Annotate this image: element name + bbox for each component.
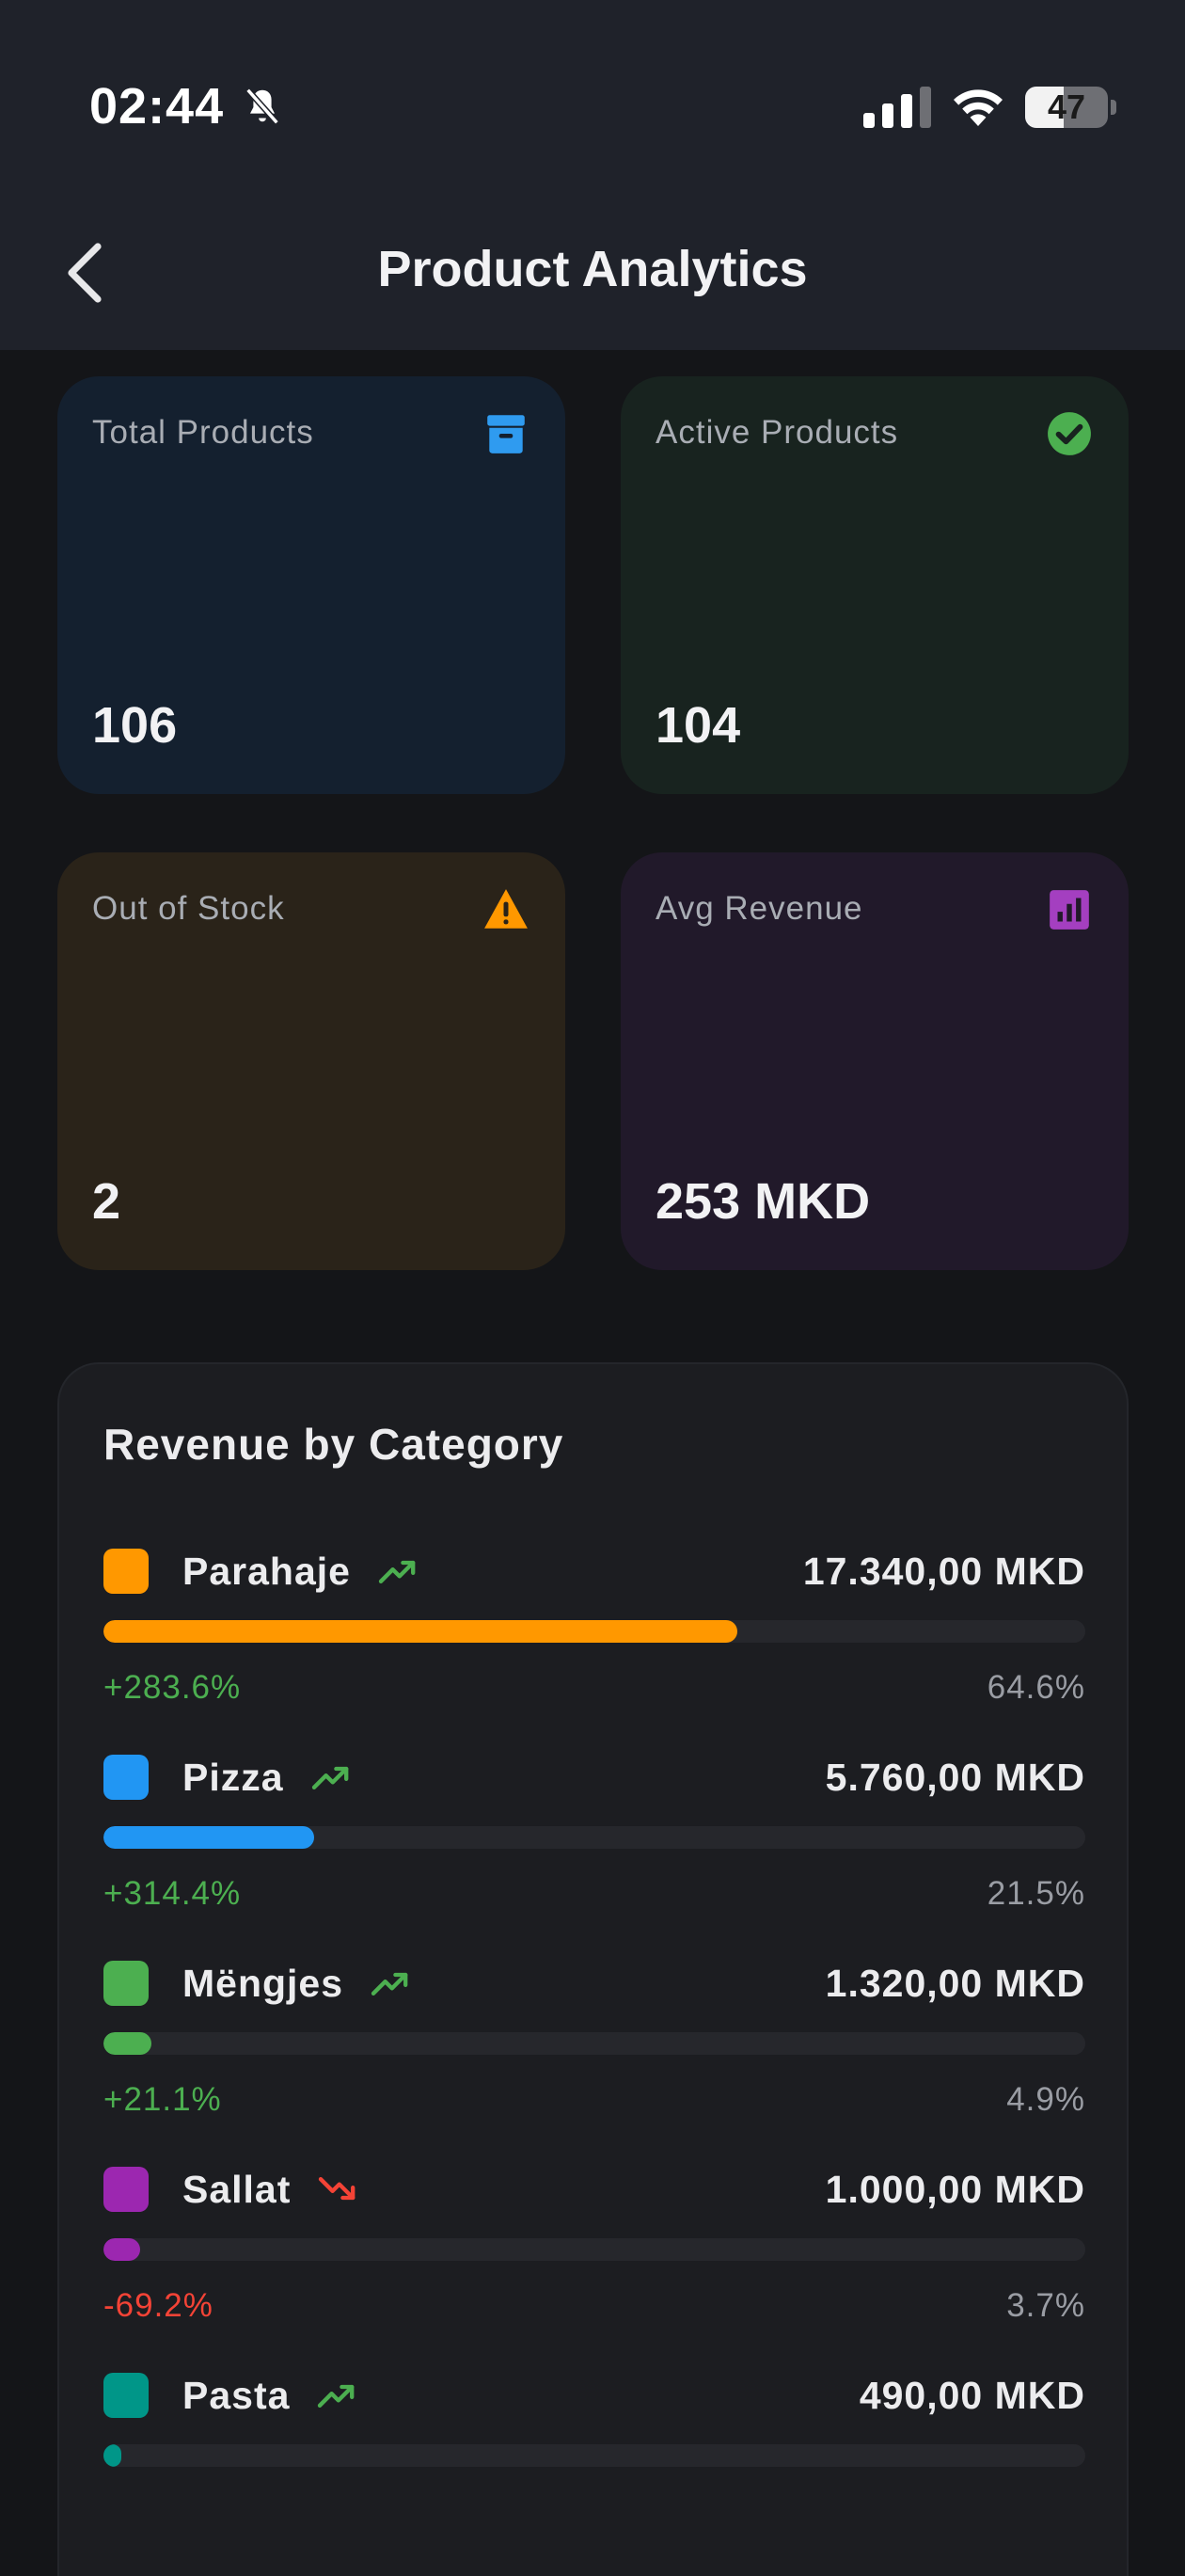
category-amount: 17.340,00 MKD — [802, 1550, 1085, 1593]
active-products-value: 104 — [656, 697, 741, 754]
category-color-swatch — [103, 2167, 149, 2212]
warning-triangle-icon — [484, 889, 528, 929]
revenue-by-category-panel: Revenue by Category Parahaje 17.340,00 MK… — [57, 1362, 1129, 2576]
category-amount: 1.000,00 MKD — [825, 2168, 1085, 2211]
category-row[interactable]: Pasta 490,00 MKD — [103, 2373, 1085, 2561]
out-of-stock-value: 2 — [92, 1173, 121, 1230]
category-color-swatch — [103, 1961, 149, 2006]
category-row[interactable]: Pizza 5.760,00 MKD +314.4% 21.5% — [103, 1755, 1085, 1943]
category-progress-fill — [103, 2238, 140, 2261]
category-change: +283.6% — [103, 1669, 242, 1706]
category-change: -69.2% — [103, 2287, 213, 2324]
category-name: Parahaje — [182, 1550, 351, 1593]
category-amount: 1.320,00 MKD — [825, 1962, 1085, 2005]
category-amount: 5.760,00 MKD — [825, 1756, 1085, 1799]
category-progress-fill — [103, 1826, 315, 1849]
archive-box-icon — [487, 415, 525, 453]
category-progress-track — [103, 2032, 1085, 2055]
back-button[interactable] — [56, 235, 113, 310]
category-progress-track — [103, 2444, 1085, 2467]
category-color-swatch — [103, 1549, 149, 1594]
card-label: Total Products — [92, 414, 314, 451]
category-name: Sallat — [182, 2168, 292, 2211]
card-label: Out of Stock — [92, 890, 285, 927]
cellular-signal-icon — [863, 87, 931, 128]
category-share: 21.5% — [987, 1875, 1085, 1912]
total-products-value: 106 — [92, 697, 178, 754]
category-name: Pizza — [182, 1756, 284, 1799]
status-time: 02:44 — [89, 78, 225, 135]
trending-up-icon — [378, 1560, 416, 1583]
category-row[interactable]: Mëngjes 1.320,00 MKD +21.1% 4.9% — [103, 1961, 1085, 2149]
category-progress-fill — [103, 2032, 152, 2055]
battery-level: 47 — [1047, 87, 1086, 126]
app-header: 02:44 47 Product Analytics — [0, 0, 1185, 350]
avg-revenue-value: 253 MKD — [656, 1173, 871, 1230]
trending-down-icon — [318, 2177, 356, 2201]
category-progress-track — [103, 1620, 1085, 1643]
category-share: 3.7% — [1006, 2287, 1085, 2324]
category-change: +21.1% — [103, 2081, 222, 2118]
category-share: 4.9% — [1006, 2081, 1085, 2118]
card-label: Avg Revenue — [656, 890, 863, 927]
category-progress-fill — [103, 2444, 121, 2467]
category-color-swatch — [103, 1755, 149, 1800]
card-label: Active Products — [656, 414, 899, 451]
category-row[interactable]: Sallat 1.000,00 MKD -69.2% 3.7% — [103, 2167, 1085, 2355]
trending-up-icon — [311, 1766, 349, 1789]
category-progress-track — [103, 2238, 1085, 2261]
avg-revenue-card[interactable]: Avg Revenue 253 MKD — [621, 852, 1129, 1270]
category-share: 64.6% — [987, 1669, 1085, 1706]
trending-up-icon — [317, 2384, 355, 2408]
check-circle-icon — [1048, 412, 1091, 455]
category-row[interactable]: Parahaje 17.340,00 MKD +283.6% 64.6% — [103, 1549, 1085, 1737]
page-title: Product Analytics — [377, 241, 808, 297]
category-progress-track — [103, 1826, 1085, 1849]
category-color-swatch — [103, 2373, 149, 2418]
out-of-stock-card[interactable]: Out of Stock 2 — [57, 852, 565, 1270]
trending-up-icon — [371, 1972, 408, 1996]
category-name: Mëngjes — [182, 1962, 344, 2005]
total-products-card[interactable]: Total Products 106 — [57, 376, 565, 794]
wifi-icon — [954, 89, 1003, 126]
section-title: Revenue by Category — [103, 1420, 564, 1469]
category-change: +314.4% — [103, 1875, 242, 1912]
battery-indicator: 47 — [1025, 87, 1116, 128]
category-progress-fill — [103, 1620, 738, 1643]
bell-muted-icon — [245, 87, 279, 125]
analytics-chart-icon — [1050, 890, 1089, 930]
active-products-card[interactable]: Active Products 104 — [621, 376, 1129, 794]
category-amount: 490,00 MKD — [859, 2374, 1085, 2417]
category-name: Pasta — [182, 2374, 291, 2417]
